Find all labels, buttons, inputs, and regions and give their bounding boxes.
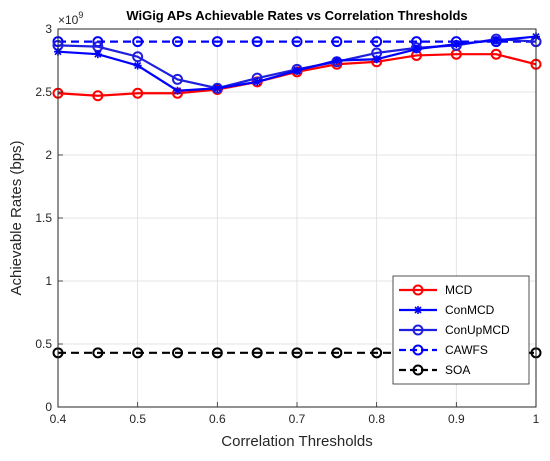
x-axis-label: Correlation Thresholds (221, 433, 372, 450)
data-point (172, 73, 183, 85)
x-tick-label: 0.6 (209, 412, 226, 426)
y-tick-label: 0 (45, 400, 52, 414)
data-point (92, 347, 104, 359)
y-axis-label: Achievable Rates (bps) (8, 140, 25, 295)
legend-entry-cawfs: CAWFS (399, 343, 488, 357)
legend-label: ConUpMCD (445, 323, 510, 337)
legend-entry-soa: SOA (399, 363, 470, 377)
data-point (251, 347, 263, 359)
legend-label: CAWFS (445, 343, 488, 357)
y-tick-label: 0.5 (35, 337, 52, 351)
data-point (92, 90, 104, 102)
legend-items: MCD ConMCD ConUpMCD CAWFS SOA (399, 283, 510, 377)
x-tick-label: 0.8 (368, 412, 385, 426)
data-point (291, 347, 303, 359)
data-point (132, 51, 144, 63)
data-point (371, 36, 383, 48)
marker-stroke (293, 67, 301, 75)
data-point (132, 87, 144, 99)
series-conmcd (54, 32, 540, 95)
y-tick-label: 2.5 (35, 85, 52, 99)
data-point (132, 36, 144, 48)
data-point (173, 86, 182, 95)
marker-stroke (412, 45, 421, 53)
data-point (172, 347, 183, 359)
data-point (132, 347, 144, 359)
data-point (172, 36, 183, 48)
data-point (331, 347, 343, 359)
marker-stroke (253, 78, 261, 86)
data-point (372, 55, 381, 64)
legend-marker (414, 306, 422, 314)
legend-label: ConMCD (445, 303, 495, 317)
data-point (93, 50, 102, 59)
legend-entry-mcd: MCD (399, 283, 473, 297)
data-point (452, 40, 461, 49)
x-tick-label: 0.4 (50, 412, 67, 426)
legend-label: SOA (445, 363, 470, 377)
y-exponent-power: 9 (78, 10, 83, 20)
data-point (490, 48, 502, 60)
y-tick-label: 1.5 (35, 211, 52, 225)
data-point (133, 61, 142, 70)
data-point (331, 36, 343, 48)
legend-marker (412, 344, 424, 356)
chart-title: WiGig APs Achievable Rates vs Correlatio… (126, 8, 467, 23)
marker-stroke (94, 50, 102, 58)
legend-label: MCD (445, 283, 473, 297)
y-tick-label: 2 (45, 148, 52, 162)
data-point (251, 36, 263, 48)
data-point (293, 66, 301, 75)
x-tick-label: 0.7 (289, 412, 306, 426)
legend-marker (412, 364, 424, 376)
series-layer (52, 32, 542, 359)
data-point (332, 56, 341, 65)
legend-entry-conupmcd: ConUpMCD (399, 323, 510, 337)
data-point (291, 36, 303, 48)
marker-stroke (452, 40, 460, 48)
data-point (412, 45, 421, 54)
marker-stroke (492, 36, 500, 44)
marker-stroke (414, 306, 422, 314)
data-point (213, 84, 222, 93)
data-point (211, 347, 223, 359)
x-tick-label: 0.9 (448, 412, 465, 426)
legend-entry-conmcd: ConMCD (399, 303, 495, 317)
legend: MCD ConMCD ConUpMCD CAWFS SOA (392, 275, 530, 385)
marker-stroke (173, 87, 182, 95)
marker-stroke (134, 61, 142, 70)
marker-stroke (333, 56, 341, 65)
data-point (371, 347, 383, 359)
y-tick-label: 1 (45, 274, 52, 288)
y-exponent-label: ×109 (58, 10, 83, 27)
data-point (253, 77, 262, 86)
y-tick-label: 3 (45, 22, 52, 36)
legend-marker (412, 284, 424, 296)
x-tick-label: 0.5 (129, 412, 146, 426)
x-tick-label: 1 (533, 412, 540, 426)
marker-stroke (213, 84, 221, 92)
data-point (492, 36, 501, 45)
data-point (211, 36, 223, 48)
marker-stroke (373, 55, 381, 63)
axis-ticks: 0.4 0.5 0.6 0.7 0.8 0.9 1 0 0.5 1 1.5 2 2.5 3 (35, 22, 539, 426)
legend-marker (412, 324, 424, 336)
